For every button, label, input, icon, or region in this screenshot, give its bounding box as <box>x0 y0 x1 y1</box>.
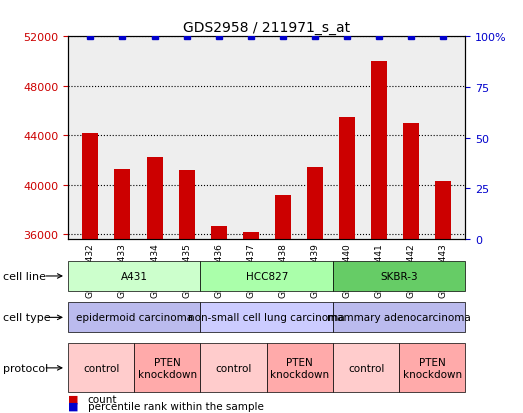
Text: percentile rank within the sample: percentile rank within the sample <box>88 401 264 411</box>
Bar <box>211 226 226 240</box>
Text: count: count <box>88 394 117 404</box>
Bar <box>435 182 451 240</box>
Text: epidermoid carcinoma: epidermoid carcinoma <box>76 313 193 323</box>
Text: control: control <box>215 363 252 373</box>
Text: PTEN
knockdown: PTEN knockdown <box>138 357 197 379</box>
Text: control: control <box>83 363 119 373</box>
Text: SKBR-3: SKBR-3 <box>380 271 418 281</box>
Bar <box>146 158 163 240</box>
Bar <box>307 168 323 240</box>
Bar <box>371 62 387 240</box>
Bar <box>403 123 419 240</box>
Bar <box>115 169 131 240</box>
Text: protocol: protocol <box>3 363 48 373</box>
Text: PTEN
knockdown: PTEN knockdown <box>403 357 462 379</box>
Text: ■: ■ <box>68 394 78 404</box>
Bar <box>275 195 291 240</box>
Bar <box>83 133 98 240</box>
Text: control: control <box>348 363 384 373</box>
Bar <box>178 171 195 240</box>
Text: ■: ■ <box>68 401 78 411</box>
Text: A431: A431 <box>121 271 147 281</box>
Text: HCC827: HCC827 <box>245 271 288 281</box>
Title: GDS2958 / 211971_s_at: GDS2958 / 211971_s_at <box>183 21 350 35</box>
Bar <box>339 117 355 240</box>
Text: mammary adenocarcinoma: mammary adenocarcinoma <box>327 313 471 323</box>
Text: cell type: cell type <box>3 313 50 323</box>
Text: cell line: cell line <box>3 271 46 281</box>
Text: non-small cell lung carcinoma: non-small cell lung carcinoma <box>188 313 345 323</box>
Bar <box>243 232 259 240</box>
Text: PTEN
knockdown: PTEN knockdown <box>270 357 329 379</box>
